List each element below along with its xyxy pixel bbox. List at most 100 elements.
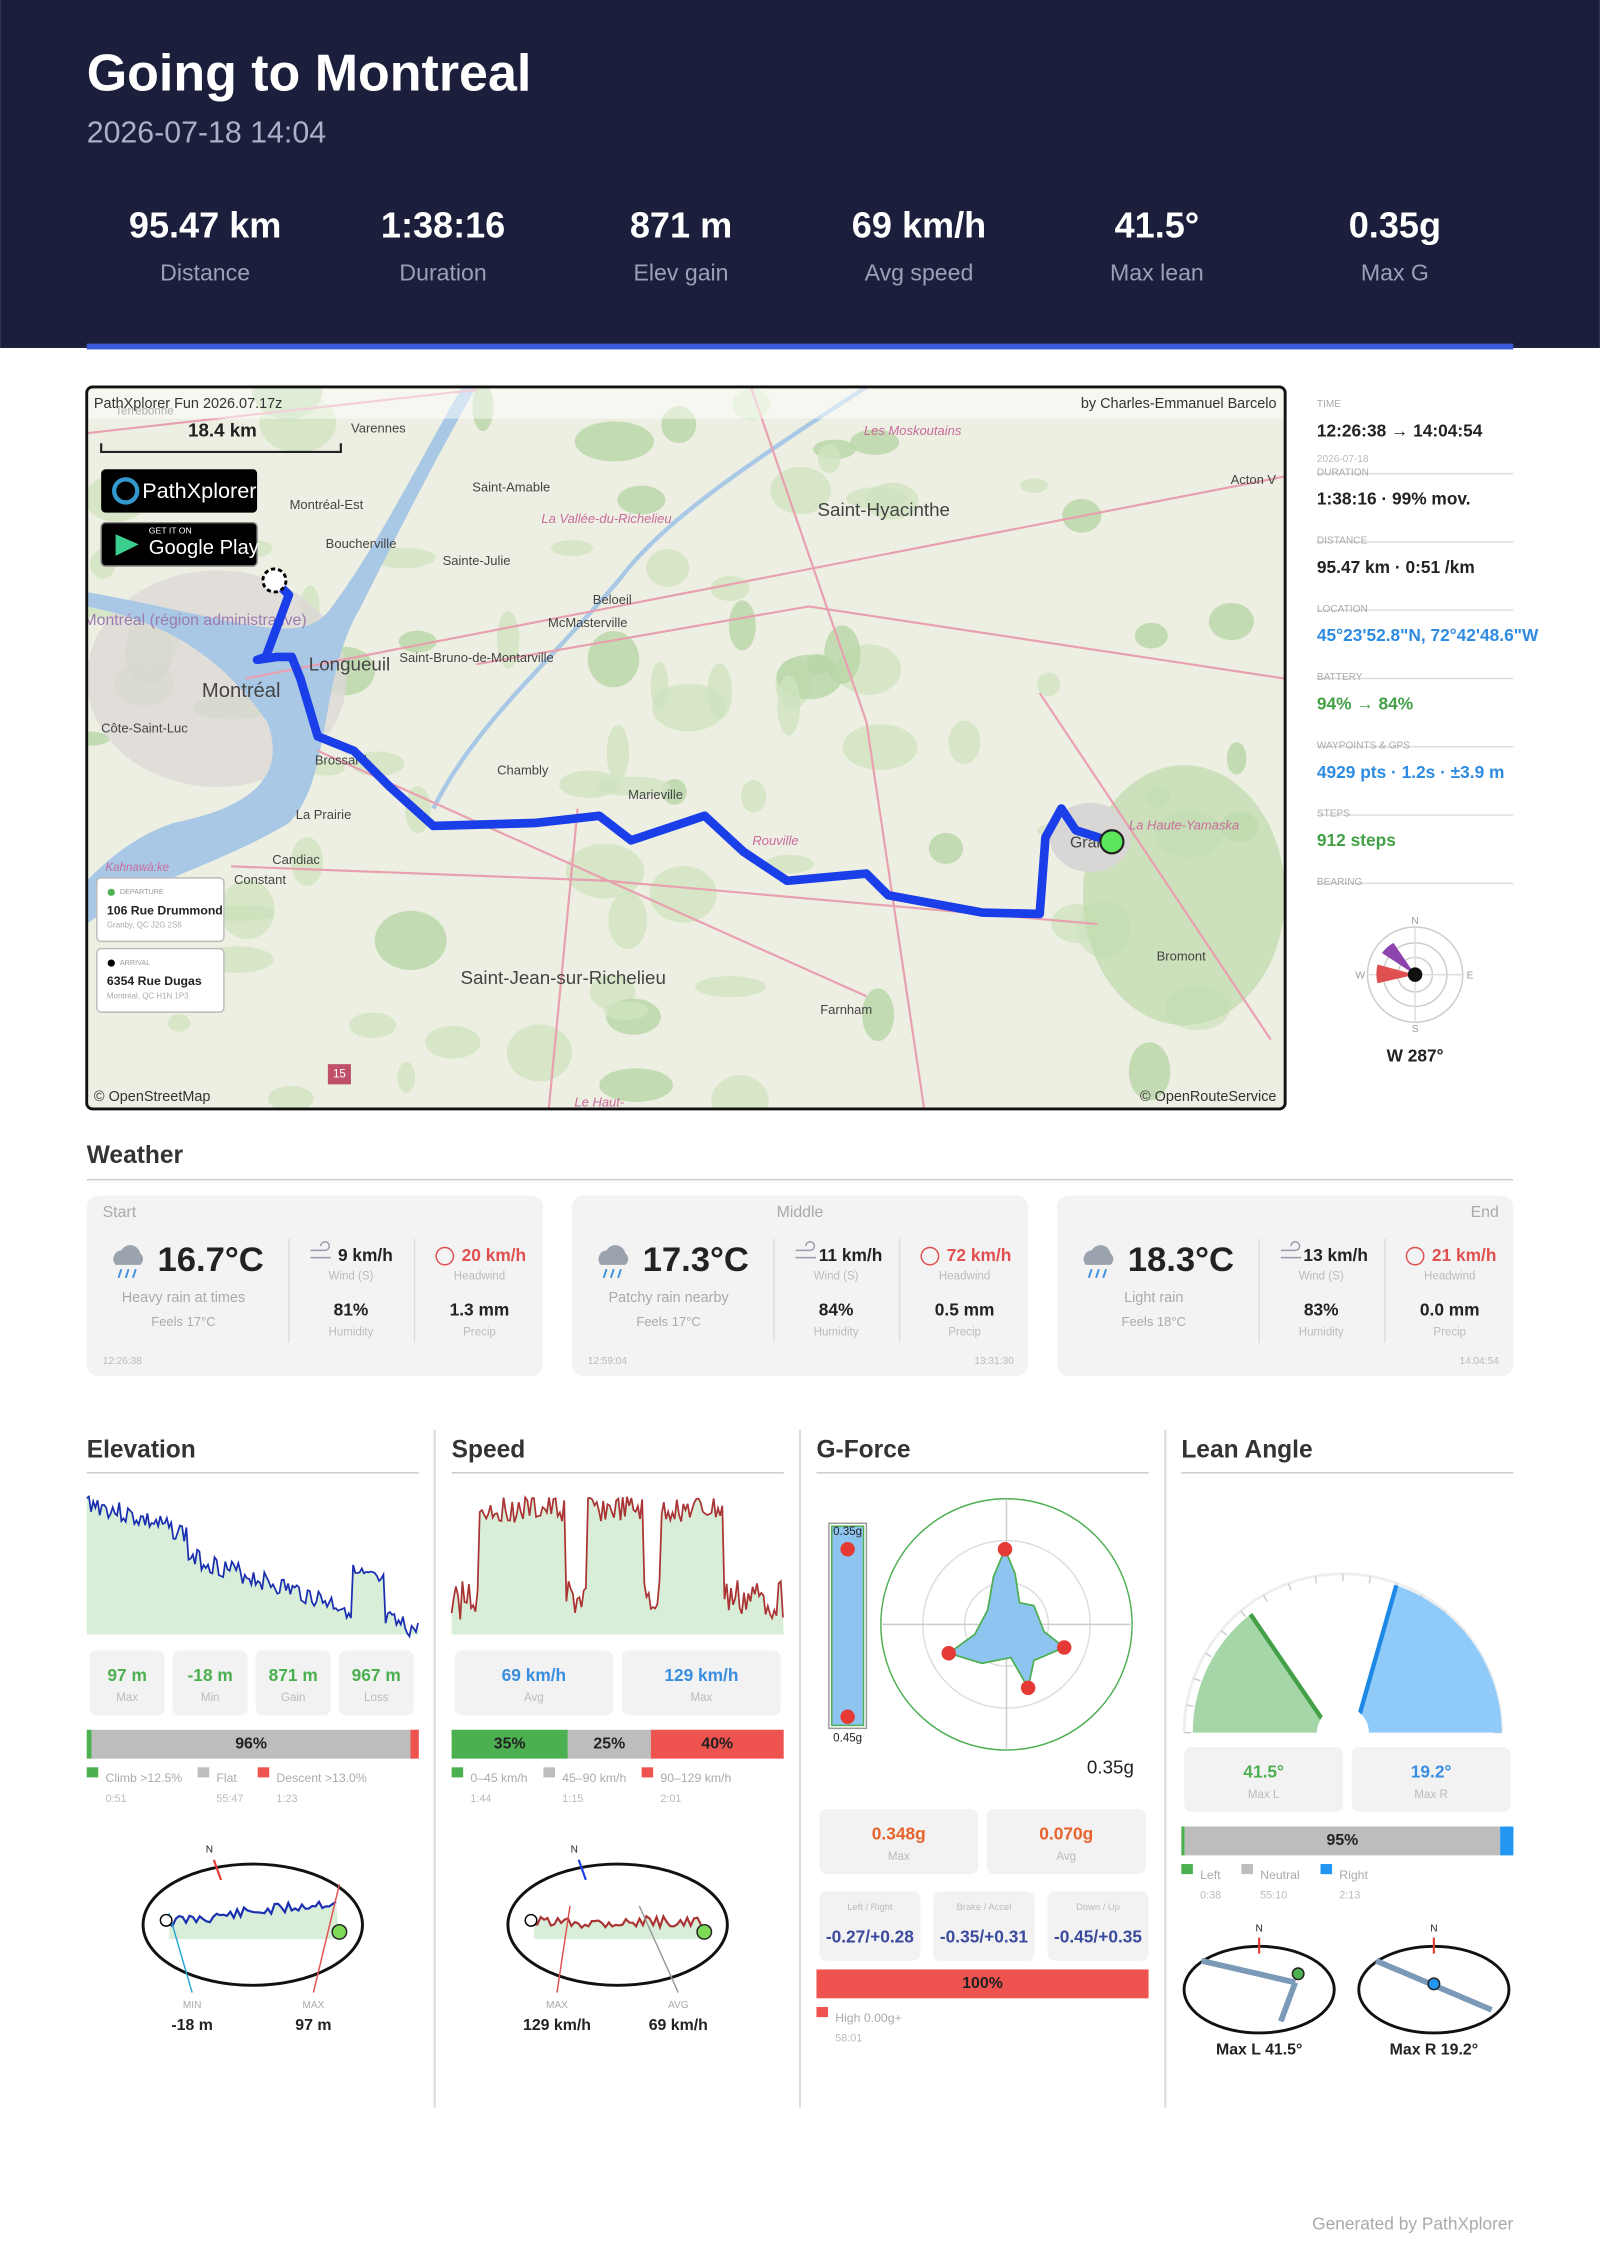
forest (587, 631, 640, 688)
stat-box (621, 1650, 781, 1716)
lean-right (1354, 1585, 1502, 1733)
marker-value: 69 km/h (649, 2017, 708, 2034)
address-line: Granby, QC J2G 2S6 (107, 921, 182, 930)
gauge-tick (1314, 1576, 1318, 1584)
forest (425, 1025, 481, 1059)
stat-label: Avg (1056, 1851, 1076, 1863)
rain (602, 1268, 608, 1279)
start-marker (1099, 829, 1125, 855)
place-label: Constant (234, 872, 286, 887)
place-label: La Prairie (296, 807, 352, 822)
attribution: © OpenStreetMap (94, 1089, 210, 1105)
bar-segment (1184, 1826, 1501, 1856)
forest (608, 891, 648, 950)
start-marker (524, 1913, 538, 1927)
place-label: Candiac (272, 852, 320, 867)
humidity: 84% (819, 1300, 854, 1320)
bearing-wedge (1376, 964, 1416, 984)
forest (606, 725, 630, 781)
legend-time: 55:10 (1260, 1890, 1287, 1902)
badge-logo (111, 477, 140, 505)
legend-swatch (641, 1767, 654, 1778)
header-rule (86, 343, 1514, 350)
forest (651, 683, 726, 732)
stat-label: Max L (1248, 1789, 1280, 1801)
wind-icon (310, 1241, 331, 1259)
forest (770, 466, 831, 515)
forest (291, 837, 324, 886)
lean-marker (1427, 1977, 1441, 1991)
weather-desc: Light rain (1124, 1290, 1183, 1306)
place-label: Les Moskoutains (864, 423, 962, 438)
title: Going to Montreal (87, 44, 532, 102)
weather-phase: End (1471, 1204, 1499, 1221)
g-dot (1020, 1680, 1036, 1696)
badge-text: PathXplorer (142, 478, 256, 503)
forest (1037, 672, 1061, 697)
stat-label: Max lean (1110, 259, 1204, 285)
date: 2026-07-18 14:04 (87, 116, 326, 149)
compass-letter: E (1467, 971, 1474, 982)
rain (1095, 1268, 1100, 1279)
forest (596, 776, 671, 797)
bar-segment (1500, 1826, 1514, 1856)
g-bar (831, 1525, 865, 1727)
road (245, 475, 1286, 680)
map: TerrebonneVarennesMontréal-EstBouchervil… (86, 386, 1286, 1109)
wind-icon (1280, 1241, 1302, 1259)
forest (565, 843, 645, 899)
marker-label: MAX (302, 2000, 324, 2011)
mini-fill (169, 1901, 340, 1940)
legend-label: Climb >12.5% (105, 1771, 182, 1785)
weather-time: 12:26:38 (103, 1356, 143, 1367)
stat-box (819, 1809, 979, 1875)
place-label: Côte-Saint-Luc (101, 721, 188, 736)
end-marker (696, 1923, 713, 1940)
forest (806, 653, 830, 675)
lean-label: Max R 19.2° (1390, 2041, 1478, 2058)
north-tick (212, 1859, 223, 1881)
road (749, 386, 926, 1109)
legend-swatch (451, 1767, 464, 1778)
scale-label: 18.4 km (188, 420, 257, 441)
address-dot (107, 959, 115, 967)
axis-box (1047, 1891, 1149, 1961)
forest (550, 540, 594, 557)
north-label: N (1256, 1924, 1263, 1935)
wind-label: Wind (S) (1299, 1270, 1344, 1282)
forest (711, 1075, 769, 1109)
legend-label: Left (1200, 1868, 1221, 1882)
road (476, 605, 1286, 680)
legend-swatch (1320, 1864, 1333, 1875)
north-label: N (571, 1844, 578, 1855)
wind: 13 km/h (1303, 1245, 1367, 1265)
detail-value: 94% → 84% (1317, 693, 1413, 713)
feels-like: Feels 18°C (1122, 1314, 1186, 1329)
legend-swatch (816, 2006, 829, 2018)
address-box (96, 877, 225, 943)
forest (846, 487, 907, 510)
g-dot (840, 1542, 855, 1557)
stat-label: Gain (281, 1692, 305, 1704)
stat-value: 0.070g (1039, 1824, 1093, 1844)
humidity-label: Humidity (814, 1327, 859, 1339)
stat-value: -18 m (188, 1665, 233, 1685)
polar-label: 0.35g (1087, 1757, 1134, 1778)
stat-label: Avg speed (865, 259, 974, 285)
axis-box (933, 1891, 1035, 1961)
forest (777, 675, 801, 736)
stat-label: Elev gain (634, 259, 729, 285)
place-label: La Vallée-du-Richelieu (541, 511, 671, 526)
precip-label: Precip (463, 1327, 496, 1339)
forest (574, 421, 654, 462)
stat-box (1351, 1747, 1511, 1813)
place-label: Longueuil (309, 654, 390, 675)
forest (603, 1001, 649, 1020)
forest (1128, 1042, 1171, 1101)
marker-leader (312, 1884, 341, 1993)
stat-label: Loss (364, 1692, 389, 1704)
humidity-label: Humidity (1299, 1327, 1344, 1339)
scale-bar (100, 443, 342, 454)
detail-label: DURATION (1317, 467, 1369, 478)
